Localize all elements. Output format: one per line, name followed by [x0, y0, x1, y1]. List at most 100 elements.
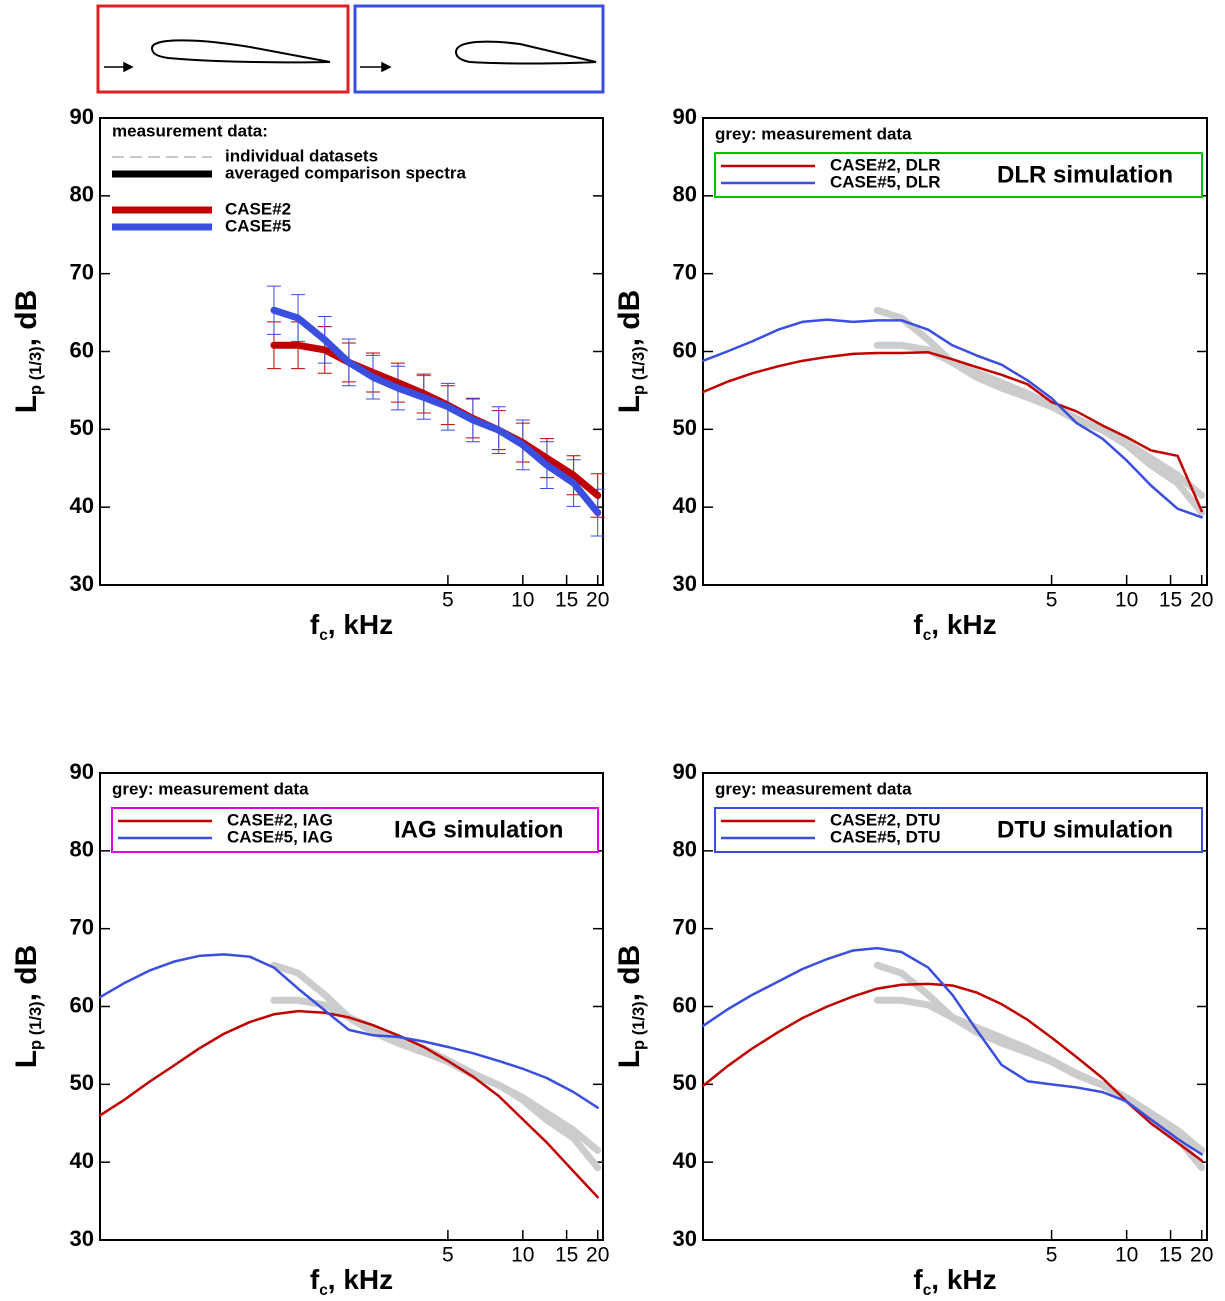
label-sub: c — [319, 1282, 328, 1299]
y-tick-label: 40 — [70, 1148, 94, 1173]
y-tick-label: 30 — [673, 571, 697, 596]
label-sub: p (1/3) — [630, 346, 648, 395]
legend-label: CASE#2, DLR — [830, 155, 941, 174]
x-axis-label: fc, kHz — [913, 609, 996, 643]
x-tick-label: 15 — [1159, 589, 1182, 612]
airfoil-sketches — [96, 4, 605, 94]
flow-arrow — [360, 61, 392, 73]
y-tick-label: 30 — [70, 571, 94, 596]
label-rest: , dB — [10, 945, 43, 1002]
series-line — [98, 953, 599, 1109]
airfoil — [150, 39, 331, 64]
legend-label: individual datasets — [225, 146, 378, 165]
y-axis-label: Lp (1/3), dB — [10, 290, 45, 414]
x-axis-label: fc, kHz — [310, 609, 393, 643]
y-tick-label: 50 — [673, 1070, 697, 1095]
series-line — [98, 1009, 599, 1199]
legend-label: CASE#5, IAG — [227, 827, 333, 846]
x-axis-label: fc, kHz — [310, 1264, 393, 1298]
x-tick-label: 15 — [555, 589, 578, 612]
series-line — [270, 961, 602, 1172]
legend-box — [111, 807, 599, 853]
y-axis-label: Lp (1/3), dB — [10, 945, 45, 1069]
x-tick-label: 10 — [1115, 589, 1138, 612]
series-line — [873, 961, 1206, 1172]
legend-box — [714, 152, 1203, 198]
x-tick-label: 20 — [1190, 589, 1213, 612]
x-tick-label: 15 — [1159, 1244, 1182, 1267]
y-tick-label: 90 — [70, 759, 94, 784]
note: grey: measurement data — [715, 124, 912, 143]
label-rest: , kHz — [328, 609, 393, 640]
y-axis-label: Lp (1/3), dB — [613, 945, 648, 1069]
label-main: f — [913, 1264, 923, 1295]
y-tick-label: 30 — [70, 1226, 94, 1251]
y-tick-label: 60 — [70, 992, 94, 1017]
legend-header: measurement data: — [112, 121, 268, 140]
note: grey: measurement data — [715, 779, 912, 798]
label-rest: , kHz — [931, 1264, 996, 1295]
series-line — [270, 341, 602, 499]
label-rest: , dB — [613, 945, 646, 1002]
series-line — [701, 351, 1203, 513]
x-tick-label: 10 — [511, 589, 534, 612]
x-tick-label: 15 — [555, 1244, 578, 1267]
flow-arrow — [104, 61, 134, 73]
y-tick-label: 60 — [70, 337, 94, 362]
series-line — [873, 341, 1206, 499]
y-tick-label: 80 — [673, 837, 697, 862]
y-tick-label: 40 — [673, 493, 697, 518]
label-sub: p (1/3) — [27, 1001, 45, 1050]
series-line — [701, 982, 1203, 1162]
label-rest: , dB — [613, 290, 646, 347]
x-tick-label: 10 — [1115, 1244, 1138, 1267]
legend-title: DTU simulation — [997, 816, 1173, 843]
legend-label: averaged comparison spectra — [225, 163, 466, 182]
y-tick-label: 50 — [70, 1070, 94, 1095]
label-main: L — [10, 395, 43, 413]
legend-label: CASE#2, IAG — [227, 810, 333, 829]
series-line — [873, 306, 1206, 517]
y-tick-label: 70 — [70, 914, 94, 939]
series-line — [701, 946, 1203, 1156]
x-tick-label: 5 — [442, 1244, 454, 1267]
y-tick-label: 40 — [673, 1148, 697, 1173]
legend-label: CASE#5 — [225, 216, 291, 235]
series-line — [873, 996, 1206, 1154]
y-tick-label: 30 — [673, 1226, 697, 1251]
label-sub: p (1/3) — [630, 1001, 648, 1050]
y-tick-label: 70 — [70, 259, 94, 284]
label-rest: , kHz — [931, 609, 996, 640]
airfoil — [454, 40, 597, 65]
legend-label: CASE#5, DLR — [830, 172, 941, 191]
y-tick-label: 90 — [673, 759, 697, 784]
y-tick-label: 60 — [673, 992, 697, 1017]
x-tick-label: 5 — [442, 589, 454, 612]
series-line — [701, 318, 1203, 519]
x-tick-label: 5 — [1046, 1244, 1058, 1267]
label-sub: c — [923, 627, 932, 644]
y-tick-label: 50 — [673, 415, 697, 440]
y-tick-label: 50 — [70, 415, 94, 440]
x-tick-label: 20 — [1190, 1244, 1213, 1267]
y-tick-label: 90 — [70, 104, 94, 129]
label-main: f — [310, 609, 320, 640]
case2-box — [96, 4, 350, 94]
label-rest: , dB — [10, 290, 43, 347]
label-main: L — [10, 1050, 43, 1068]
y-tick-label: 90 — [673, 104, 697, 129]
x-tick-label: 10 — [511, 1244, 534, 1267]
case5-box — [353, 4, 605, 94]
y-tick-label: 60 — [673, 337, 697, 362]
y-axis-label: Lp (1/3), dB — [613, 290, 648, 414]
label-main: f — [310, 1264, 320, 1295]
label-main: f — [913, 609, 923, 640]
legend-label: CASE#2, DTU — [830, 810, 941, 829]
label-main: L — [613, 395, 646, 413]
y-tick-label: 70 — [673, 914, 697, 939]
series-line — [270, 996, 602, 1154]
legend-label: CASE#2 — [225, 199, 291, 218]
y-tick-label: 80 — [70, 837, 94, 862]
legend-box — [714, 807, 1203, 853]
